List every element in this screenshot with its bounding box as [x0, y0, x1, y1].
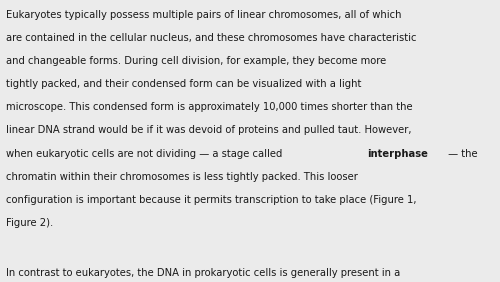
- Text: interphase: interphase: [366, 149, 428, 158]
- Text: when eukaryotic cells are not dividing — a stage called: when eukaryotic cells are not dividing —…: [6, 149, 285, 158]
- Text: Figure 2).: Figure 2).: [6, 218, 53, 228]
- Text: linear DNA strand would be if it was devoid of proteins and pulled taut. However: linear DNA strand would be if it was dev…: [6, 125, 412, 135]
- Text: In contrast to eukaryotes, the DNA in prokaryotic cells is generally present in : In contrast to eukaryotes, the DNA in pr…: [6, 268, 400, 278]
- Text: chromatin within their chromosomes is less tightly packed. This looser: chromatin within their chromosomes is le…: [6, 172, 358, 182]
- Text: are contained in the cellular nucleus, and these chromosomes have characteristic: are contained in the cellular nucleus, a…: [6, 33, 416, 43]
- Text: tightly packed, and their condensed form can be visualized with a light: tightly packed, and their condensed form…: [6, 79, 362, 89]
- Text: Eukaryotes typically possess multiple pairs of linear chromosomes, all of which: Eukaryotes typically possess multiple pa…: [6, 10, 402, 20]
- Text: — the: — the: [445, 149, 478, 158]
- Text: configuration is important because it permits transcription to take place (Figur: configuration is important because it pe…: [6, 195, 416, 205]
- Text: microscope. This condensed form is approximately 10,000 times shorter than the: microscope. This condensed form is appro…: [6, 102, 412, 112]
- Text: and changeable forms. During cell division, for example, they become more: and changeable forms. During cell divisi…: [6, 56, 386, 66]
